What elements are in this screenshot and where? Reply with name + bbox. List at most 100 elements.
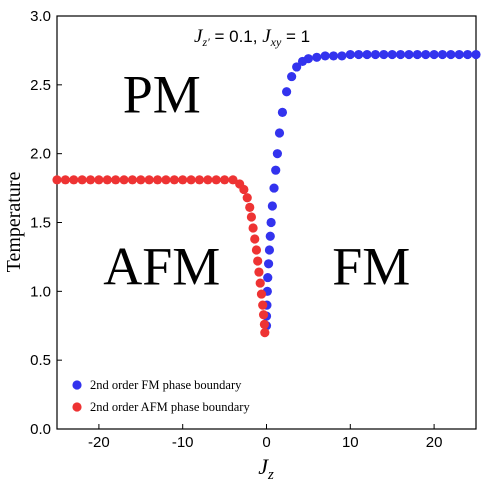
y-tick-label: 0.5 xyxy=(30,352,51,369)
x-tick-label: -10 xyxy=(172,434,194,451)
x-axis-label-sub: z xyxy=(267,467,274,483)
data-point xyxy=(287,71,297,82)
data-point xyxy=(337,51,347,61)
data-point xyxy=(255,278,265,288)
data-point xyxy=(265,231,275,241)
data-point xyxy=(258,310,269,320)
data-point xyxy=(144,175,154,185)
region-label: FM xyxy=(332,236,410,296)
annotation-part: z′ xyxy=(201,35,210,49)
data-point xyxy=(260,328,270,338)
parameter-annotation: Jz′ = 0.1, Jxy = 1 xyxy=(194,26,310,49)
data-point xyxy=(267,201,277,211)
data-point xyxy=(246,212,257,222)
annotation-part: J xyxy=(194,26,204,47)
data-point xyxy=(387,49,397,60)
annotation-part: = 1 xyxy=(281,27,310,46)
data-point xyxy=(421,49,431,60)
data-point xyxy=(266,217,276,228)
data-point xyxy=(256,289,267,299)
y-axis-label: Temperature xyxy=(3,171,25,272)
data-point xyxy=(404,49,414,60)
data-point xyxy=(228,175,238,185)
data-point xyxy=(429,49,439,60)
data-point xyxy=(354,49,364,60)
legend: 2nd order FM phase boundary 2nd order AFM… xyxy=(72,378,250,414)
y-tick-label: 3.0 xyxy=(30,8,51,25)
y-tick-label: 1.0 xyxy=(30,283,51,300)
data-point xyxy=(245,202,255,212)
y-tick-label: 1.5 xyxy=(30,215,51,232)
data-point xyxy=(254,267,264,277)
data-point xyxy=(258,300,268,310)
data-points xyxy=(52,49,481,338)
y-tick-label: 2.0 xyxy=(30,146,51,163)
data-point xyxy=(471,49,481,60)
data-point xyxy=(271,165,281,175)
annotation-part: J xyxy=(262,26,272,47)
data-point xyxy=(282,87,292,97)
data-point xyxy=(253,256,263,266)
data-point xyxy=(242,193,252,203)
data-point xyxy=(119,175,129,185)
region-label: AFM xyxy=(103,236,220,296)
data-point xyxy=(274,128,285,138)
data-point xyxy=(277,107,288,117)
data-point xyxy=(248,223,258,233)
data-point xyxy=(94,175,104,185)
axis-titles: Jz Temperature xyxy=(3,171,274,483)
data-point xyxy=(203,175,213,185)
annotation-part: = 0.1, xyxy=(210,27,262,46)
x-tick-label: 20 xyxy=(426,434,443,451)
data-point xyxy=(152,175,163,185)
data-point xyxy=(186,175,196,185)
data-point xyxy=(263,259,274,269)
data-point xyxy=(312,52,322,62)
data-point xyxy=(60,175,70,185)
x-tick-label: 10 xyxy=(342,434,359,451)
data-point xyxy=(169,175,179,185)
data-point xyxy=(239,184,249,195)
data-point xyxy=(370,49,381,60)
data-point xyxy=(69,175,79,185)
data-point xyxy=(111,175,121,185)
data-point xyxy=(136,175,146,185)
x-axis-label: Jz xyxy=(258,454,274,483)
data-point xyxy=(328,51,339,61)
annotation-text: Jz′ = 0.1, Jxy = 1 xyxy=(194,26,310,49)
data-point xyxy=(178,175,188,185)
data-point xyxy=(454,49,464,60)
data-point xyxy=(211,175,221,185)
data-point xyxy=(251,245,262,255)
legend-label: 2nd order AFM phase boundary xyxy=(90,400,250,414)
data-point xyxy=(264,245,275,255)
data-point xyxy=(272,149,282,159)
data-point xyxy=(437,49,448,60)
legend-label: 2nd order FM phase boundary xyxy=(90,378,242,392)
x-tick-label: -20 xyxy=(88,434,110,451)
data-point xyxy=(259,319,270,329)
data-point xyxy=(362,49,372,60)
data-point xyxy=(292,62,302,72)
data-point xyxy=(77,175,87,185)
data-point xyxy=(263,272,273,283)
data-point xyxy=(446,49,456,60)
annotation-part: xy xyxy=(270,35,282,49)
data-point xyxy=(463,49,473,60)
y-tick-label: 0.0 xyxy=(30,421,51,438)
y-tick-label: 2.5 xyxy=(30,77,51,94)
x-axis-label-main: J xyxy=(258,454,269,479)
region-label: PM xyxy=(123,64,201,124)
data-point xyxy=(250,234,260,244)
data-point xyxy=(320,51,330,61)
data-point xyxy=(127,175,138,185)
data-point xyxy=(345,49,355,60)
legend-marker xyxy=(72,380,82,390)
data-point xyxy=(379,49,389,60)
data-point xyxy=(269,183,279,193)
data-point xyxy=(194,175,205,185)
x-tick-label: 0 xyxy=(262,434,270,451)
data-point xyxy=(395,49,406,60)
axis-ticks: -20 -10 0 10 20 0.0 0.5 1.0 1.5 2.0 2.5 3.0 xyxy=(30,8,442,451)
